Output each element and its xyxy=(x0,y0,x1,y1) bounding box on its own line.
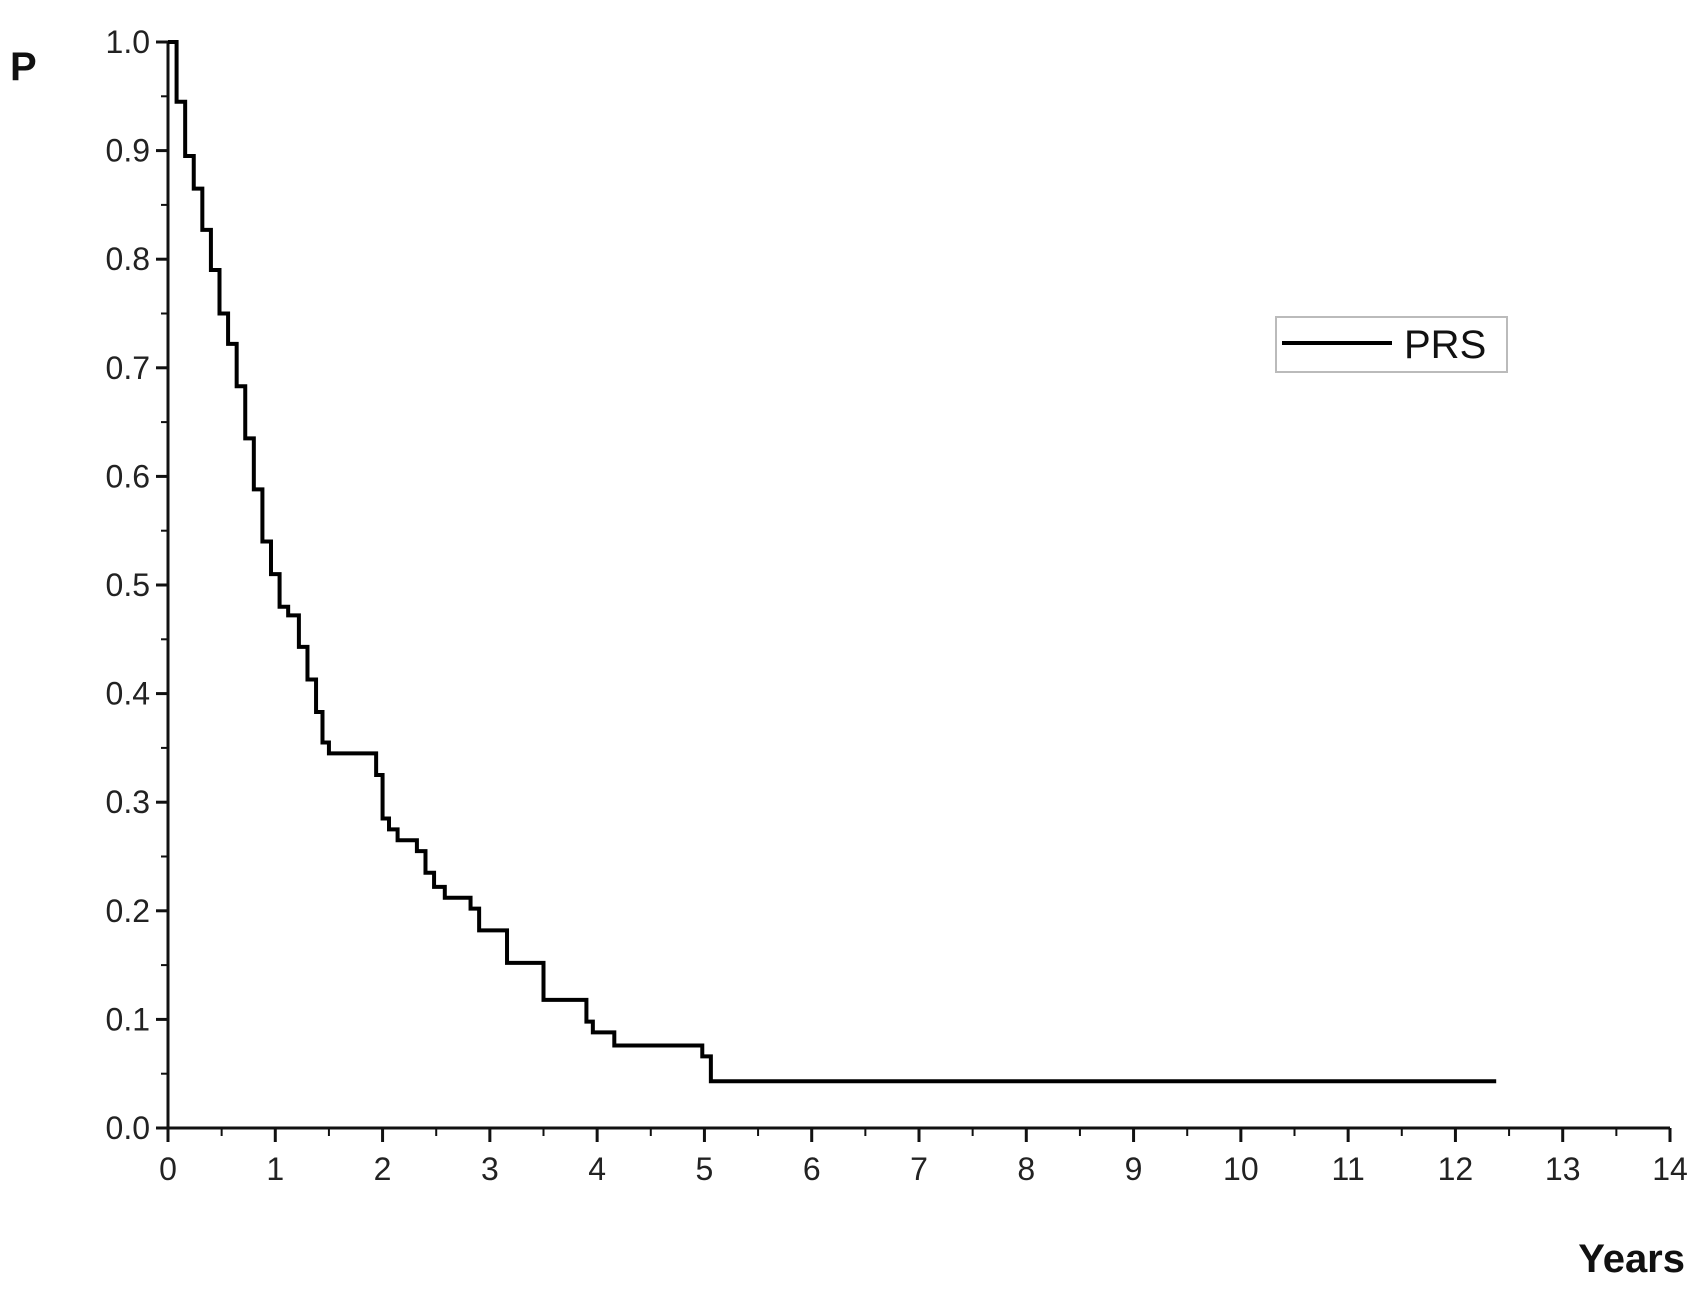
series-line-prs xyxy=(168,40,1497,1084)
y-tick-label: 1.0 xyxy=(106,24,150,60)
x-tick-label: 2 xyxy=(374,1151,392,1187)
y-tick-label: 0.3 xyxy=(106,784,150,820)
y-tick-label: 0.0 xyxy=(106,1110,150,1146)
x-ticks: 0 1 2 3 4 5 6 7 8 9 10 11 12 13 14 xyxy=(159,1128,1688,1187)
y-tick-label: 0.1 xyxy=(106,1001,150,1037)
x-tick-label: 8 xyxy=(1017,1151,1035,1187)
x-tick-label: 3 xyxy=(481,1151,499,1187)
x-tick-label: 11 xyxy=(1332,1151,1365,1187)
x-tick-label: 10 xyxy=(1223,1151,1259,1187)
x-tick-label: 4 xyxy=(588,1151,606,1187)
y-tick-label: 0.8 xyxy=(106,241,150,277)
x-tick-label: 6 xyxy=(803,1151,821,1187)
y-ticks: 0.0 0.1 0.2 0.3 0.4 0.5 0.6 0.7 0.8 0.9 1.0 xyxy=(106,24,168,1146)
y-tick-label: 0.6 xyxy=(106,458,150,494)
x-axis-title: Years xyxy=(1578,1237,1685,1281)
x-tick-label: 9 xyxy=(1125,1151,1143,1187)
x-tick-label: 12 xyxy=(1438,1151,1474,1187)
x-tick-label: 0 xyxy=(159,1151,177,1187)
y-tick-label: 0.9 xyxy=(106,133,150,169)
y-tick-label: 0.7 xyxy=(106,350,150,386)
legend-label-prs: PRS xyxy=(1404,323,1486,367)
y-tick-label: 0.4 xyxy=(106,676,150,712)
axes xyxy=(166,42,1670,1130)
x-tick-label: 7 xyxy=(910,1151,928,1187)
x-tick-label: 5 xyxy=(696,1151,714,1187)
x-tick-label: 1 xyxy=(266,1151,284,1187)
x-tick-label: 14 xyxy=(1652,1151,1688,1187)
y-tick-label: 0.5 xyxy=(106,567,150,603)
series-layer xyxy=(168,40,1497,1084)
y-tick-label: 0.2 xyxy=(106,893,150,929)
x-tick-label: 13 xyxy=(1545,1151,1581,1187)
y-axis-title: P xyxy=(10,45,37,89)
legend: PRS xyxy=(1275,316,1508,373)
